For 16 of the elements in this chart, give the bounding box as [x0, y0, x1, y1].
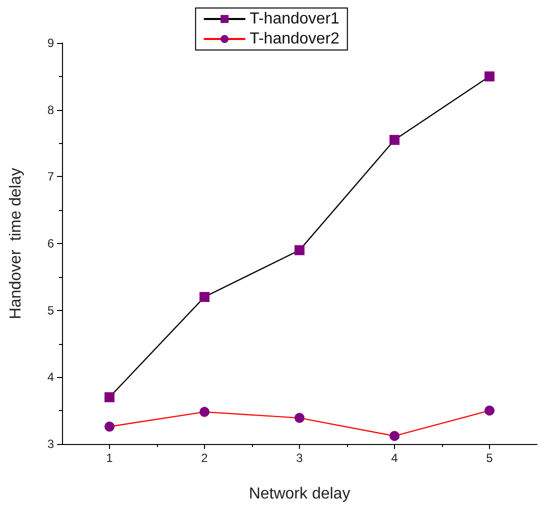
y-tick-label: 5 [47, 303, 54, 318]
y-tick-label: 4 [47, 370, 54, 384]
x-tick-label: 5 [486, 451, 494, 465]
x-tick-label: 1 [106, 451, 114, 465]
legend-label: T-handover1 [250, 10, 340, 28]
y-tick-label: 9 [47, 36, 54, 50]
y-tick-label: 3 [47, 437, 54, 451]
x-tick-label: 2 [201, 451, 208, 465]
x-tick-label: 4 [391, 451, 398, 465]
x-tick-label: 3 [296, 451, 304, 465]
legend-label: T-handover2 [250, 30, 340, 48]
y-tick-label: 8 [47, 102, 54, 117]
x-axis-title: Network delay [248, 486, 350, 502]
y-tick-label: 6 [47, 236, 54, 250]
y-axis-title: Handover time delay [8, 168, 24, 320]
y-tick-label: 7 [47, 170, 54, 184]
